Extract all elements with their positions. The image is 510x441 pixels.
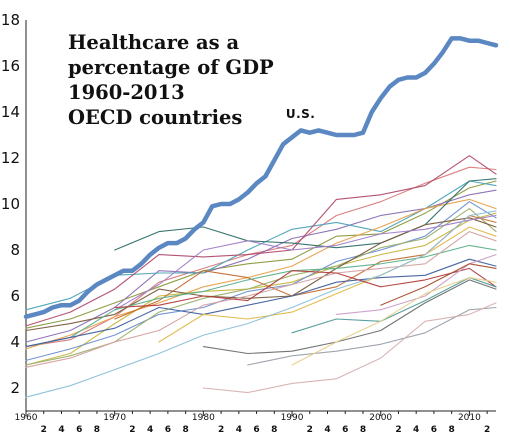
country-series-line <box>202 279 497 355</box>
country-series-line <box>335 254 497 315</box>
x-minor-tick-label: 4 <box>58 425 64 435</box>
y-tick-label: 16 <box>1 57 20 75</box>
title-line-3: 1960-2013 <box>68 81 185 104</box>
x-minor-tick-label: 2 <box>484 425 490 435</box>
x-minor-tick-label: 4 <box>147 425 153 435</box>
x-major-tick-label: 1960 <box>15 413 38 423</box>
x-minor-tick-label: 4 <box>236 425 242 435</box>
country-series-line <box>202 302 497 394</box>
x-major-tick-label: 2010 <box>458 413 481 423</box>
country-series-line <box>114 267 497 309</box>
x-minor-tick-label: 8 <box>271 425 277 435</box>
country-series-line <box>25 244 497 348</box>
x-minor-tick-label: 2 <box>218 425 224 435</box>
x-minor-tick-label: 6 <box>165 425 171 435</box>
x-minor-tick-label: 6 <box>253 425 259 435</box>
y-tick-label: 6 <box>10 287 20 305</box>
x-minor-tick-label: 8 <box>449 425 455 435</box>
y-axis-ticks: 2 4 6 8 10 12 14 16 18 <box>1 11 20 397</box>
x-minor-tick-label: 8 <box>94 425 100 435</box>
country-series-line <box>114 214 497 311</box>
country-series-line <box>25 198 497 350</box>
chart-axes <box>25 20 496 412</box>
x-minor-tick-label: 6 <box>76 425 82 435</box>
us-series-label: U.S. <box>286 107 316 121</box>
x-major-tick-label: 2000 <box>369 413 392 423</box>
us-series <box>23 36 499 319</box>
country-series-line <box>247 306 497 366</box>
x-minor-tick-label: 6 <box>431 425 437 435</box>
y-tick-label: 10 <box>1 195 20 213</box>
title-line-4: OECD countries <box>68 106 242 129</box>
us-series-line <box>23 36 499 319</box>
country-series-line <box>25 189 497 343</box>
x-minor-tick-label: 4 <box>324 425 330 435</box>
x-minor-tick-label: 4 <box>413 425 419 435</box>
country-series-line <box>25 231 497 368</box>
x-minor-tick-label: 2 <box>129 425 135 435</box>
country-series-line <box>25 201 497 361</box>
country-series-line <box>114 214 497 320</box>
country-series-line <box>25 217 497 332</box>
y-tick-label: 14 <box>1 103 20 121</box>
x-minor-tick-label: 8 <box>182 425 188 435</box>
country-series-line <box>291 277 497 334</box>
x-minor-tick-label: 2 <box>307 425 313 435</box>
y-tick-label: 2 <box>10 379 20 397</box>
x-minor-tick-label: 2 <box>41 425 47 435</box>
title-line-2: percentage of GDP <box>68 56 274 79</box>
country-series-line <box>25 258 497 348</box>
y-tick-label: 4 <box>10 333 20 351</box>
country-series-line <box>291 277 497 366</box>
country-series-line <box>25 180 497 329</box>
country-series-line <box>158 226 497 343</box>
y-tick-label: 18 <box>1 11 20 29</box>
x-major-tick-label: 1970 <box>103 413 126 423</box>
x-minor-tick-label: 6 <box>342 425 348 435</box>
y-tick-label: 12 <box>1 149 20 167</box>
x-major-tick-label: 1990 <box>281 413 304 423</box>
x-minor-tick-label: 8 <box>360 425 366 435</box>
x-minor-tick-label: 2 <box>395 425 401 435</box>
country-series-line <box>114 178 497 251</box>
y-tick-label: 8 <box>10 241 20 259</box>
country-series-line <box>25 210 497 398</box>
title-line-1: Healthcare as a <box>68 31 239 54</box>
x-major-tick-label: 1980 <box>192 413 215 423</box>
chart-title: Healthcare as a percentage of GDP 1960-2… <box>68 31 274 129</box>
country-series-line <box>380 263 497 306</box>
country-series-line <box>25 155 497 327</box>
country-series <box>25 155 497 398</box>
